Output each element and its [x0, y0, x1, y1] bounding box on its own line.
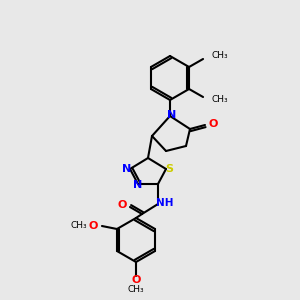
- Text: O: O: [117, 200, 127, 210]
- Text: O: O: [88, 221, 98, 231]
- Text: O: O: [131, 275, 141, 285]
- Text: N: N: [122, 164, 132, 174]
- Text: O: O: [208, 119, 218, 129]
- Text: CH₃: CH₃: [211, 95, 228, 104]
- Text: N: N: [167, 110, 177, 120]
- Text: CH₃: CH₃: [70, 221, 87, 230]
- Text: CH₃: CH₃: [128, 284, 144, 293]
- Text: S: S: [165, 164, 173, 174]
- Text: N: N: [134, 180, 142, 190]
- Text: CH₃: CH₃: [211, 52, 228, 61]
- Text: NH: NH: [156, 198, 174, 208]
